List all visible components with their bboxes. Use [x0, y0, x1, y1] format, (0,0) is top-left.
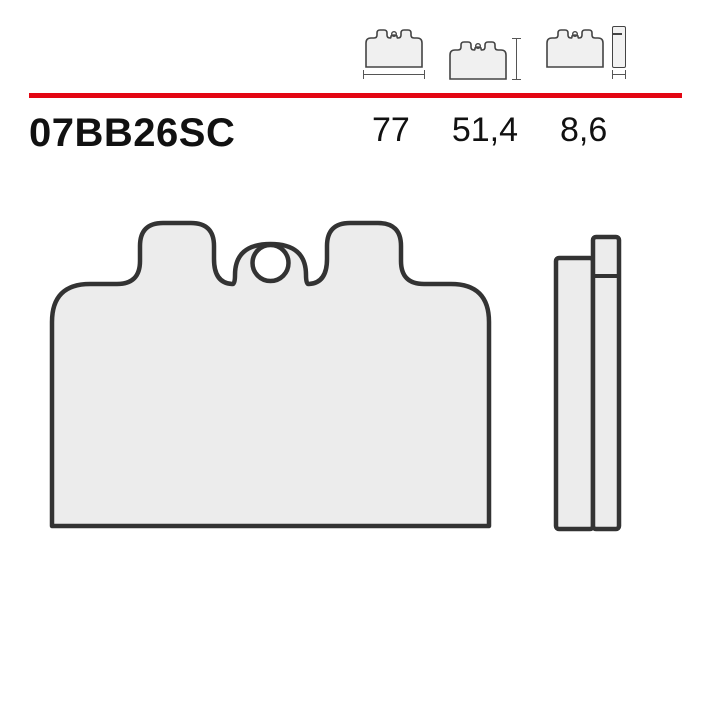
height-value: 51,4	[452, 111, 518, 150]
spec-sheet: 07BB26SC 77 51,4 8,6	[0, 0, 724, 724]
brake-pad-side-mini-icon	[612, 26, 626, 68]
dimension-icons-row	[363, 26, 626, 80]
thickness-value: 8,6	[560, 111, 607, 150]
height-dimension-icon	[447, 38, 522, 80]
technical-drawings	[46, 209, 622, 532]
thickness-dimension-line-icon	[612, 70, 626, 80]
brake-pad-mini-icon	[363, 26, 425, 68]
dimension-values-row: 77 51,4 8,6	[372, 111, 607, 150]
width-dimension-line-icon	[363, 70, 425, 80]
brake-pad-mini-icon	[447, 38, 509, 80]
brake-pad-side-drawing	[553, 234, 622, 532]
height-dimension-line-icon	[512, 38, 522, 80]
width-dimension-icon	[363, 26, 425, 80]
width-value: 77	[372, 111, 410, 150]
thickness-dimension-icon	[544, 26, 626, 80]
separator-rule	[29, 93, 682, 98]
brake-pad-front-drawing	[46, 209, 495, 532]
part-number: 07BB26SC	[29, 111, 235, 156]
brake-pad-mini-icon	[544, 26, 606, 68]
